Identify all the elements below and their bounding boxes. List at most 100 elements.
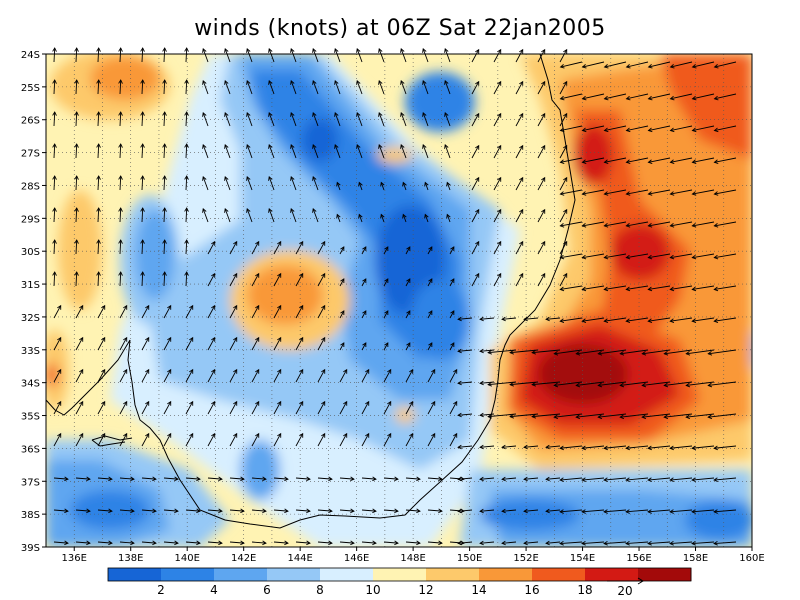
wind-vector-head	[79, 432, 84, 438]
wind-vector-head	[625, 191, 631, 196]
wind-vector-head	[365, 368, 370, 374]
wind-vector	[202, 80, 209, 95]
wind-vector	[268, 144, 275, 159]
wind-vector-head	[202, 175, 207, 181]
wind-vector	[427, 509, 442, 512]
wind-vector-head	[362, 278, 367, 283]
wind-vector	[642, 381, 671, 386]
wind-vector-head	[519, 48, 524, 54]
wind-vector-head	[130, 508, 135, 514]
lat-label: 31S	[21, 280, 40, 291]
wind-vector	[560, 285, 583, 290]
wind-vector	[141, 509, 156, 512]
wind-vector-head	[625, 95, 631, 101]
wind-vector	[686, 413, 715, 418]
wind-vector	[361, 509, 376, 512]
wind-vector-head	[340, 310, 345, 315]
wind-vector-head	[497, 176, 502, 182]
wind-vector	[471, 49, 480, 63]
colorbar-swatch	[161, 568, 215, 581]
wind-vector-head	[162, 143, 167, 148]
wind-vector-head	[362, 310, 367, 315]
wind-vector-head	[501, 316, 506, 322]
lon-label: 138E	[118, 553, 143, 564]
wind-vector-head	[575, 351, 581, 356]
wind-vector-head	[691, 95, 697, 101]
wind-vector	[670, 93, 693, 100]
wind-vector	[559, 113, 568, 127]
wind-vector-head	[96, 271, 101, 276]
wind-vector-head	[431, 368, 436, 374]
wind-vector	[405, 541, 420, 544]
lat-label: 35S	[21, 412, 40, 423]
wind-vector-head	[669, 191, 675, 196]
wind-vector	[598, 413, 627, 418]
wind-vector	[405, 509, 420, 512]
wind-vector-head	[541, 240, 546, 246]
wind-vector-head	[290, 143, 295, 149]
wind-vector-head	[123, 400, 128, 406]
wind-vector-head	[647, 318, 653, 323]
lon-label: 156E	[626, 553, 651, 564]
wind-vector-head	[450, 310, 455, 315]
wind-vector-head	[96, 207, 101, 212]
wind-vector-head	[457, 412, 462, 418]
wind-vector	[317, 305, 326, 319]
wind-vector-head	[334, 47, 339, 53]
wind-vector-head	[647, 191, 653, 196]
wind-vector	[692, 253, 715, 259]
wind-vector-head	[431, 400, 436, 406]
wind-vector	[361, 278, 367, 287]
wind-vector	[229, 541, 244, 544]
wind-vector-head	[189, 304, 194, 310]
wind-vector-head	[378, 111, 383, 117]
wind-vector-head	[647, 64, 653, 69]
wind-vector	[686, 349, 715, 355]
wind-vector	[692, 285, 715, 290]
wind-vector	[163, 239, 166, 255]
wind-vector-head	[400, 47, 405, 53]
wind-vector-head	[457, 476, 462, 482]
wind-vector-head	[691, 477, 696, 483]
wind-vector	[251, 273, 260, 287]
colorbar-label: 2	[157, 583, 165, 597]
wind-vector-head	[669, 254, 675, 260]
wind-vector-head	[372, 476, 377, 482]
wind-vector-head	[450, 278, 455, 283]
wind-vector	[692, 61, 715, 68]
wind-vector	[75, 175, 78, 191]
wind-vector-head	[123, 432, 128, 438]
wind-vector-head	[52, 111, 57, 116]
wind-vector	[383, 541, 398, 544]
wind-vector-head	[479, 380, 484, 386]
wind-vector	[576, 349, 605, 355]
wind-vector	[559, 273, 568, 287]
wind-vector	[251, 369, 260, 383]
wind-vector	[246, 176, 253, 191]
wind-vector	[532, 381, 561, 386]
wind-vector-head	[196, 476, 201, 482]
wind-vector	[493, 177, 502, 191]
wind-vector-head	[123, 336, 128, 342]
wind-vector-head	[118, 175, 123, 180]
wind-vector	[582, 285, 605, 290]
wind-vector-head	[350, 476, 355, 482]
wind-vector	[458, 509, 473, 512]
wind-vector	[378, 80, 385, 95]
wind-vector	[560, 509, 583, 513]
wind-vector	[207, 401, 216, 415]
wind-vector-head	[52, 239, 57, 244]
wind-vector	[207, 433, 216, 447]
wind-vector	[405, 278, 411, 287]
wind-vector	[185, 433, 194, 447]
wind-vector-head	[299, 304, 304, 310]
wind-vector-head	[559, 541, 564, 546]
wind-vector	[604, 189, 627, 195]
wind-vector	[510, 381, 539, 386]
wind-vector	[626, 189, 649, 195]
wind-vector-head	[162, 175, 167, 180]
wind-vector-head	[255, 400, 260, 406]
wind-vector	[207, 241, 216, 255]
wind-vector-head	[597, 414, 603, 420]
wind-vector-head	[625, 127, 631, 133]
